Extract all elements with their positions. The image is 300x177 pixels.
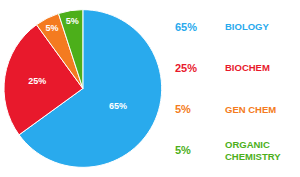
svg-text:GEN CHEM: GEN CHEM: [225, 104, 276, 115]
svg-text:65%: 65%: [175, 21, 197, 33]
svg-text:65%: 65%: [109, 101, 127, 111]
svg-text:25%: 25%: [175, 62, 197, 74]
svg-text:5%: 5%: [175, 103, 191, 115]
svg-text:BIOCHEM: BIOCHEM: [225, 62, 270, 73]
svg-text:5%: 5%: [175, 144, 191, 156]
svg-text:5%: 5%: [66, 16, 79, 26]
svg-text:25%: 25%: [28, 76, 46, 86]
svg-text:ORGANICCHEMISTRY: ORGANICCHEMISTRY: [225, 139, 281, 162]
svg-text:5%: 5%: [45, 23, 58, 33]
svg-text:BIOLOGY: BIOLOGY: [225, 21, 269, 32]
